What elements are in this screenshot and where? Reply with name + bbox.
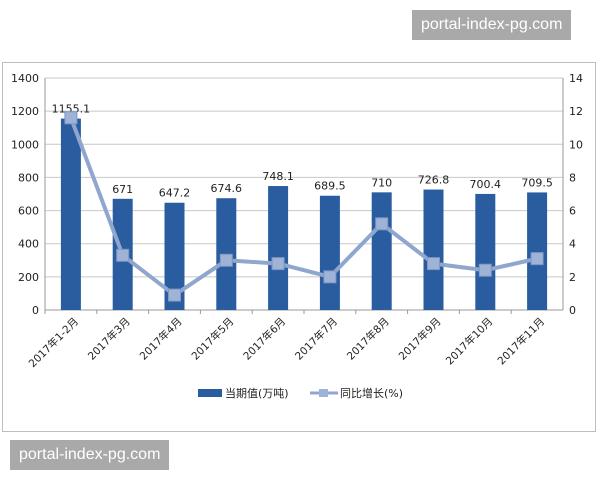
left-tick-label: 600 xyxy=(18,205,39,218)
bar-data-label: 748.1 xyxy=(262,170,294,183)
right-tick-label: 4 xyxy=(569,238,576,251)
x-tick-label: 2017年7月 xyxy=(292,315,340,363)
bar-data-label: 700.4 xyxy=(470,178,502,191)
chart-frame xyxy=(2,62,596,432)
growth-marker xyxy=(168,288,181,302)
x-tick-label: 2017年3月 xyxy=(85,315,133,363)
bar xyxy=(371,192,392,310)
legend-bar-label: 当期值(万吨) xyxy=(225,386,289,400)
growth-marker xyxy=(219,253,233,267)
bar xyxy=(423,189,444,310)
right-tick-label: 0 xyxy=(569,304,576,317)
x-tick-label: 2017年10月 xyxy=(443,315,495,367)
left-tick-label: 1400 xyxy=(11,72,39,85)
x-tick-label: 2017年8月 xyxy=(344,315,392,363)
bar xyxy=(319,195,340,310)
watermark-label-top: portal-index-pg.com xyxy=(412,10,572,40)
bar xyxy=(527,192,548,310)
growth-marker xyxy=(64,111,78,125)
left-tick-label: 800 xyxy=(18,171,39,184)
bar-data-label: 709.5 xyxy=(521,176,553,189)
bar xyxy=(60,118,81,310)
bar-data-label: 726.8 xyxy=(418,174,450,187)
growth-line xyxy=(69,117,538,298)
right-tick-label: 8 xyxy=(569,171,576,184)
right-tick-label: 2 xyxy=(569,271,576,284)
bar xyxy=(475,193,496,310)
growth-marker xyxy=(375,217,389,231)
left-tick-label: 200 xyxy=(18,271,39,284)
growth-marker xyxy=(116,248,130,262)
x-tick-label: 2017年11月 xyxy=(495,315,547,367)
left-tick-label: 0 xyxy=(32,304,39,317)
left-tick-label: 400 xyxy=(18,238,39,251)
bar-data-label: 647.2 xyxy=(159,187,191,200)
watermark-label-bottom: portal-index-pg.com xyxy=(10,440,170,470)
x-tick-label: 2017年4月 xyxy=(137,315,185,363)
right-tick-label: 14 xyxy=(569,72,583,85)
left-tick-label: 1000 xyxy=(11,138,39,151)
bar-data-label: 674.6 xyxy=(211,182,243,195)
bar xyxy=(164,202,185,310)
growth-marker xyxy=(427,257,440,271)
growth-marker xyxy=(478,263,492,277)
x-tick-label: 2017年1-2月 xyxy=(26,315,81,370)
growth-marker xyxy=(271,257,285,271)
bar-data-label: 1155.1 xyxy=(52,103,91,116)
right-tick-label: 6 xyxy=(569,205,576,218)
legend-bar-swatch xyxy=(198,389,222,397)
x-tick-label: 2017年6月 xyxy=(241,315,289,363)
growth-marker xyxy=(323,270,337,284)
legend-line-label: 同比增长(%) xyxy=(340,386,403,400)
right-tick-label: 10 xyxy=(569,138,583,151)
bar-data-label: 710 xyxy=(371,176,392,189)
bar xyxy=(268,186,289,310)
growth-marker xyxy=(530,252,544,266)
bar-data-label: 671 xyxy=(112,183,133,196)
left-tick-label: 1200 xyxy=(11,105,39,118)
legend-line-marker xyxy=(319,389,328,397)
bar-data-label: 689.5 xyxy=(314,180,346,193)
x-tick-label: 2017年5月 xyxy=(189,315,237,363)
x-tick-label: 2017年9月 xyxy=(396,315,444,363)
right-tick-label: 12 xyxy=(569,105,583,118)
